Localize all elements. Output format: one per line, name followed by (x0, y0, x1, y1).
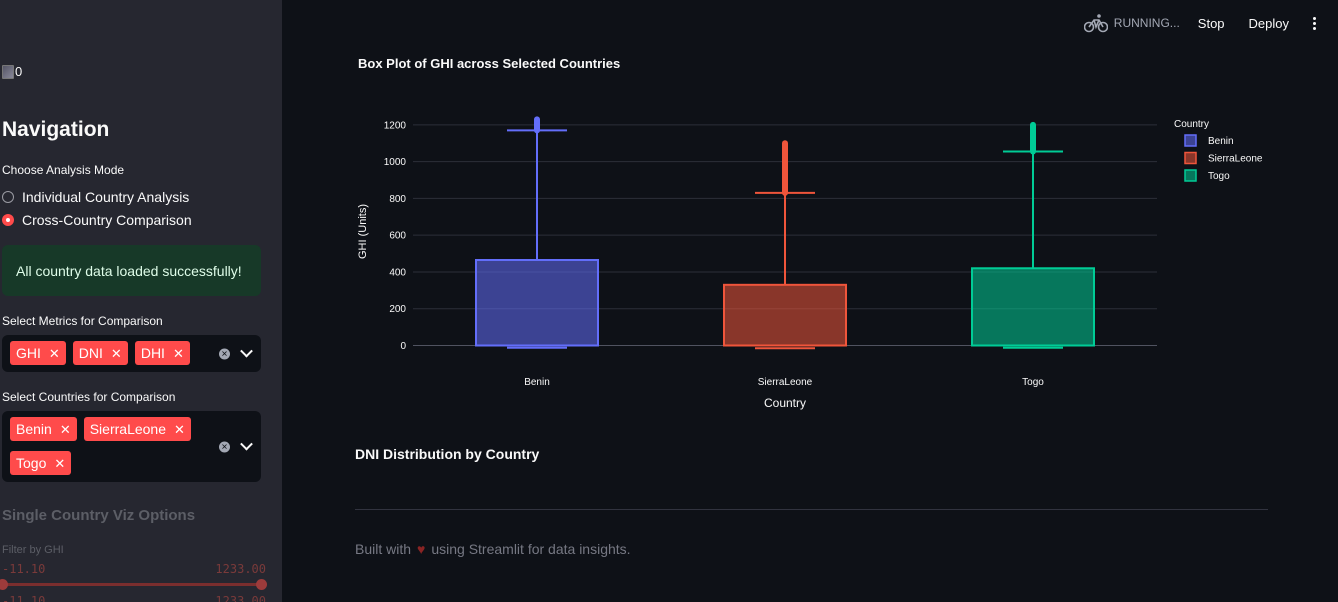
top-header: RUNNING... Stop Deploy (282, 0, 1338, 48)
running-text: RUNNING... (1113, 16, 1180, 30)
slider-max-handle[interactable] (256, 579, 267, 590)
x-tick-label: Togo (1022, 377, 1044, 388)
chip-label: Benin (16, 421, 52, 437)
legend-layer: Country Benin SierraLeone Togo (1174, 119, 1263, 182)
y-tick-label: 1200 (384, 120, 407, 131)
sidebar: 0 Navigation Choose Analysis Mode Indivi… (0, 0, 282, 602)
box-sierraleone (723, 283, 847, 347)
remove-icon[interactable]: ✕ (172, 345, 184, 361)
legend-item: SierraLeone (1208, 154, 1263, 165)
chip-label: Togo (16, 455, 47, 471)
y-axis-title: GHI (Units) (357, 204, 369, 259)
chart-title: Box Plot of GHI across Selected Countrie… (358, 56, 621, 71)
y-tick-label: 1000 (384, 157, 407, 168)
success-message: All country data loaded successfully! (16, 262, 242, 279)
chip-ghi[interactable]: GHI ✕ (10, 341, 66, 365)
success-alert: All country data loaded successfully! (2, 245, 261, 296)
metrics-label: Select Metrics for Comparison (2, 314, 163, 328)
remove-icon[interactable]: ✕ (59, 421, 71, 437)
y-tick-label: 400 (389, 267, 406, 278)
radio-individual-country[interactable]: Individual Country Analysis (2, 189, 189, 205)
stop-button[interactable]: Stop (1197, 15, 1225, 31)
chip-togo[interactable]: Togo ✕ (10, 451, 72, 475)
box-togo (971, 267, 1095, 347)
y-tick-label: 600 (389, 231, 406, 242)
ghi-box-plot[interactable]: 0 200 400 600 800 1000 1200 Benin SierraLeone Tog… (350, 100, 1290, 410)
slider-min-value-below: -11.10 (2, 594, 46, 602)
box-layer (475, 116, 1095, 350)
legend-title: Country (1174, 119, 1209, 130)
x-tick-label: Benin (524, 377, 550, 388)
axis-layer: 0 200 400 600 800 1000 1200 Benin SierraLeone Tog… (357, 120, 1044, 410)
slider-track[interactable] (2, 583, 261, 586)
chip-sierraleone[interactable]: SierraLeone ✕ (83, 417, 191, 441)
footer-text-after: using Streamlit for data insights. (431, 541, 631, 557)
radio-off-icon (2, 191, 14, 203)
bike-icon (1083, 14, 1108, 33)
x-axis-title: Country (764, 396, 806, 410)
metrics-multiselect[interactable]: GHI ✕ DNI ✕ DHI ✕ ✕ (2, 335, 261, 372)
chip-label: SierraLeone (89, 421, 166, 437)
chip-label: DHI (140, 345, 165, 361)
footer-divider (355, 509, 1268, 510)
box-benin (475, 258, 599, 347)
countries-label: Select Countries for Comparison (2, 390, 176, 404)
footer: Built with ♥ using Streamlit for data in… (355, 541, 631, 557)
heart-icon: ♥ (417, 541, 426, 557)
y-tick-label: 200 (389, 304, 406, 315)
single-viz-title: Single Country Viz Options (2, 507, 196, 524)
clear-all-icon[interactable]: ✕ (219, 348, 230, 359)
remove-icon[interactable]: ✕ (54, 455, 66, 471)
y-tick-label: 800 (389, 194, 406, 205)
slider-max-value-below: 1233.00 (215, 594, 266, 602)
filter-label: Filter by GHI (2, 544, 64, 556)
clear-all-icon[interactable]: ✕ (219, 441, 230, 452)
running-status: RUNNING... (1083, 13, 1180, 33)
slider-max-value: 1233.00 (215, 562, 266, 576)
remove-icon[interactable]: ✕ (110, 345, 122, 361)
y-tick-label: 0 (400, 341, 406, 352)
chip-benin[interactable]: Benin ✕ (10, 417, 77, 441)
chip-label: DNI (78, 345, 103, 361)
countries-multiselect[interactable]: Benin ✕ SierraLeone ✕ Togo ✕ ✕ (2, 411, 261, 482)
legend-swatch (1184, 169, 1197, 182)
chip-dhi[interactable]: DHI ✕ (134, 341, 190, 365)
logo-alt-text: 0 (15, 64, 23, 79)
logo-image: 0 (2, 64, 22, 79)
dni-section-title: DNI Distribution by Country (355, 446, 540, 462)
chevron-down-icon[interactable] (240, 437, 253, 451)
chevron-down-icon[interactable] (240, 344, 253, 358)
radio-label: Individual Country Analysis (22, 189, 190, 205)
x-tick-label: SierraLeone (758, 377, 813, 388)
broken-image-icon (2, 64, 14, 79)
footer-text-before: Built with (355, 541, 412, 557)
radio-cross-country[interactable]: Cross-Country Comparison (2, 212, 192, 228)
chip-label: GHI (16, 345, 41, 361)
legend-item: Togo (1208, 171, 1230, 182)
remove-icon[interactable]: ✕ (48, 345, 60, 361)
main-menu-icon[interactable] (1313, 16, 1316, 30)
radio-on-icon (2, 214, 14, 226)
remove-icon[interactable]: ✕ (174, 421, 185, 437)
radio-label: Cross-Country Comparison (22, 212, 192, 228)
deploy-button[interactable]: Deploy (1248, 15, 1289, 31)
legend-swatch (1184, 151, 1197, 165)
chip-dni[interactable]: DNI ✕ (72, 341, 128, 365)
legend-item: Benin (1208, 136, 1234, 147)
analysis-mode-label: Choose Analysis Mode (2, 163, 125, 177)
slider-min-handle[interactable] (0, 579, 8, 590)
legend-swatch (1184, 134, 1197, 147)
sidebar-title: Navigation (2, 118, 110, 141)
slider-min-value: -11.10 (2, 562, 46, 576)
